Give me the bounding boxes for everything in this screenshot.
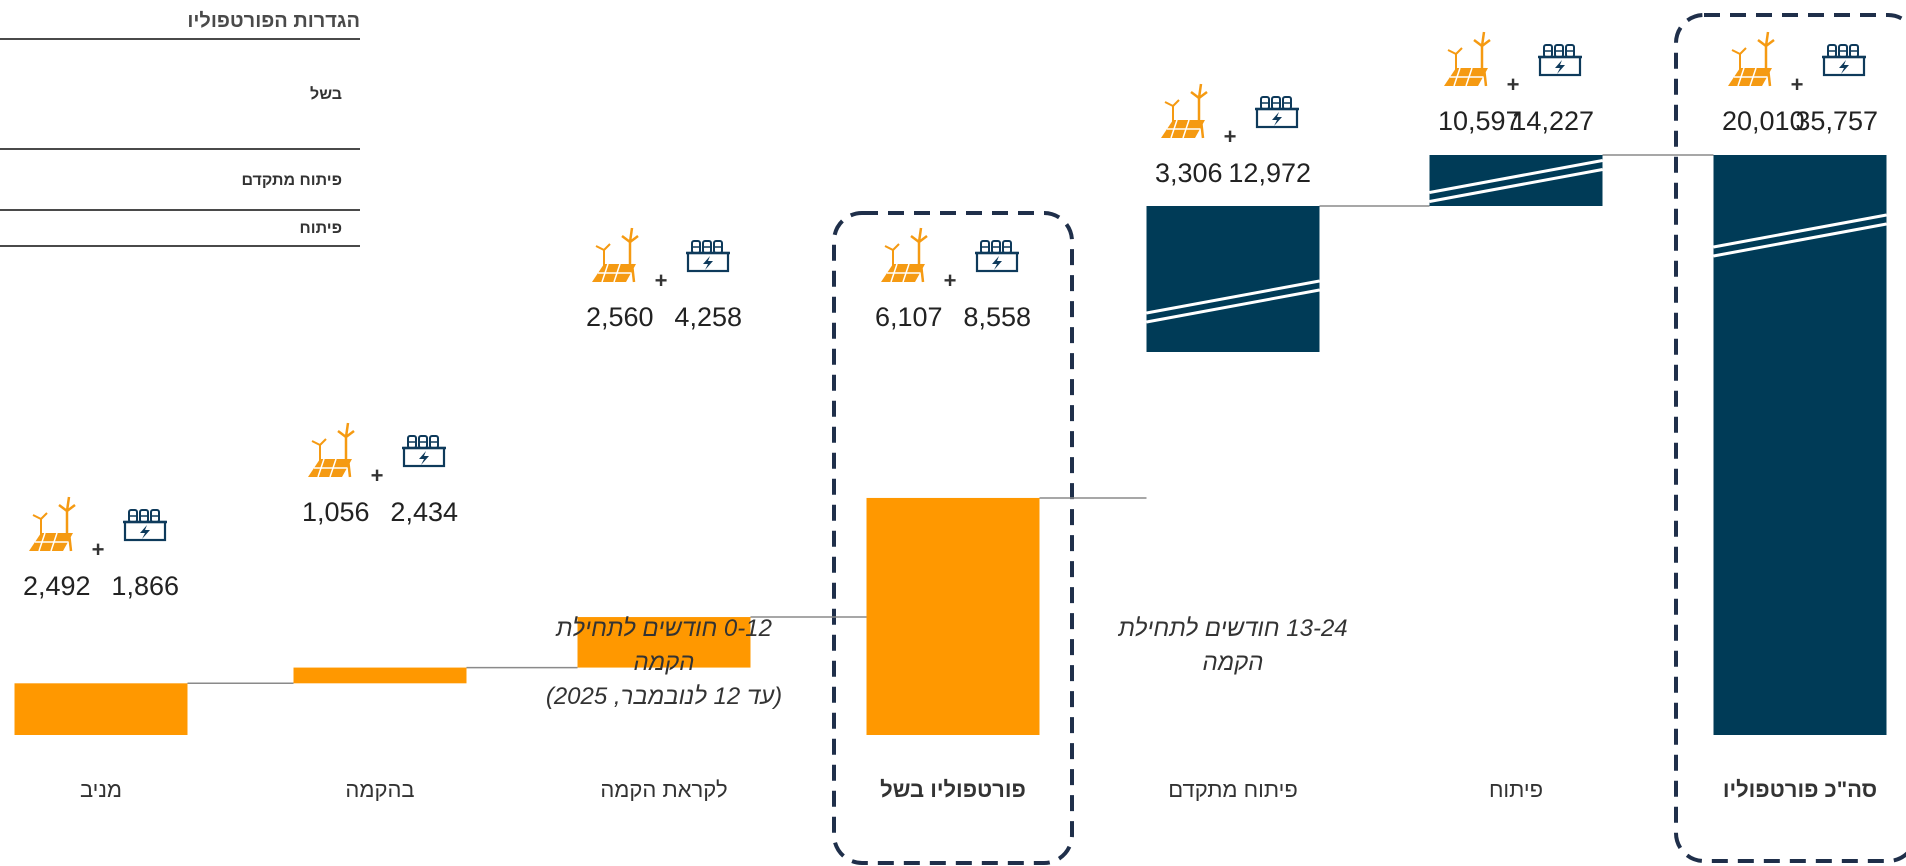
plus-sign: +: [92, 537, 105, 562]
legend-item-mature: בשל: [310, 86, 342, 103]
category-label: פורטפוליו בשל: [880, 777, 1026, 802]
category-label: פיתוח מתקדם: [1168, 777, 1298, 802]
legend-divider: [0, 148, 360, 150]
wind-solar-icon: [881, 227, 928, 283]
plus-sign: +: [655, 268, 668, 293]
bar-label-group: 3,306 12,972 +: [1155, 83, 1311, 188]
wind-solar-icon: [1728, 31, 1775, 87]
category-label: סה"כ פורטפוליו: [1723, 777, 1877, 802]
battery-storage-icon: [975, 240, 1019, 273]
bar: [14, 683, 188, 735]
renewable-value-label: 10,597: [1438, 106, 1521, 136]
battery-storage-icon: [1255, 96, 1299, 129]
wind-solar-icon: [29, 496, 76, 552]
legend-divider: [0, 38, 360, 40]
storage-value-label: 8,558: [963, 302, 1031, 332]
category-label: מניב: [80, 777, 122, 802]
plus-sign: +: [371, 463, 384, 488]
renewable-value-label: 2,492: [23, 571, 91, 601]
timeline-note: (עד 12 לנובמבר, 2025): [546, 683, 782, 710]
storage-value-label: 1,866: [111, 571, 179, 601]
legend-item-development: פיתוח: [299, 220, 342, 237]
plus-sign: +: [1791, 72, 1804, 97]
legend-divider: [0, 209, 360, 211]
bar-label-group: 2,560 4,258+: [586, 227, 742, 332]
wind-solar-icon: [1161, 83, 1208, 139]
storage-value-label: 12,972: [1228, 158, 1311, 188]
battery-storage-icon: [402, 435, 446, 468]
legend-title: הגדרות הפורטפוליו: [187, 10, 360, 32]
timeline-note: הקמה: [633, 649, 694, 676]
category-label: לקראת הקמה: [600, 777, 727, 802]
category-label: בהקמה: [345, 777, 414, 802]
highlight-box: [832, 211, 1074, 865]
timeline-note: 13-24 חודשים לתחילת: [1117, 615, 1347, 642]
bar-label-group: 1,056 2,434+: [302, 422, 458, 527]
category-label: פיתוח: [1489, 777, 1543, 802]
wind-solar-icon: [592, 227, 639, 283]
plus-sign: +: [1224, 124, 1237, 149]
portfolio-definitions-legend: הגדרות הפורטפוליו בשל פיתוח מתקדם פיתוח: [0, 0, 360, 310]
renewable-value-label: 1,056: [302, 497, 370, 527]
renewable-value-label: 2,560: [586, 302, 654, 332]
battery-storage-icon: [686, 240, 730, 273]
axis-break-mark: [1146, 279, 1320, 315]
storage-value-label: 14,227: [1511, 106, 1594, 136]
battery-storage-icon: [123, 509, 167, 542]
wind-solar-icon: [308, 422, 355, 478]
bar-label-group: 6,107 8,558+: [875, 227, 1031, 332]
plus-sign: +: [1507, 72, 1520, 97]
axis-break-mark: [1146, 288, 1320, 324]
axis-break-mark: [1429, 168, 1603, 203]
storage-value-label: 35,757: [1795, 106, 1878, 136]
highlight-box: [1674, 13, 1906, 863]
plus-sign: +: [944, 268, 957, 293]
bar: [1429, 155, 1603, 206]
bar: [293, 667, 467, 684]
legend-divider: [0, 245, 360, 247]
battery-storage-icon: [1538, 44, 1582, 77]
axis-break-mark: [1713, 213, 1887, 249]
renewable-value-label: 6,107: [875, 302, 943, 332]
timeline-note: הקמה: [1202, 649, 1263, 676]
bar: [577, 617, 751, 668]
timeline-note: 0-12 חודשים לתחילת: [555, 615, 772, 642]
axis-break-mark: [1429, 159, 1603, 194]
legend-item-advanced-development: פיתוח מתקדם: [241, 172, 343, 189]
bar-label-group: 2,492 1,866+: [23, 496, 179, 601]
storage-value-label: 2,434: [390, 497, 458, 527]
bar: [866, 497, 1040, 735]
renewable-value-label: 3,306: [1155, 158, 1223, 188]
axis-break-mark: [1713, 222, 1887, 258]
storage-value-label: 4,258: [674, 302, 742, 332]
wind-solar-icon: [1444, 31, 1491, 87]
battery-storage-icon: [1822, 44, 1866, 77]
bar: [1146, 206, 1320, 352]
renewable-value-label: 20,010: [1722, 106, 1805, 136]
